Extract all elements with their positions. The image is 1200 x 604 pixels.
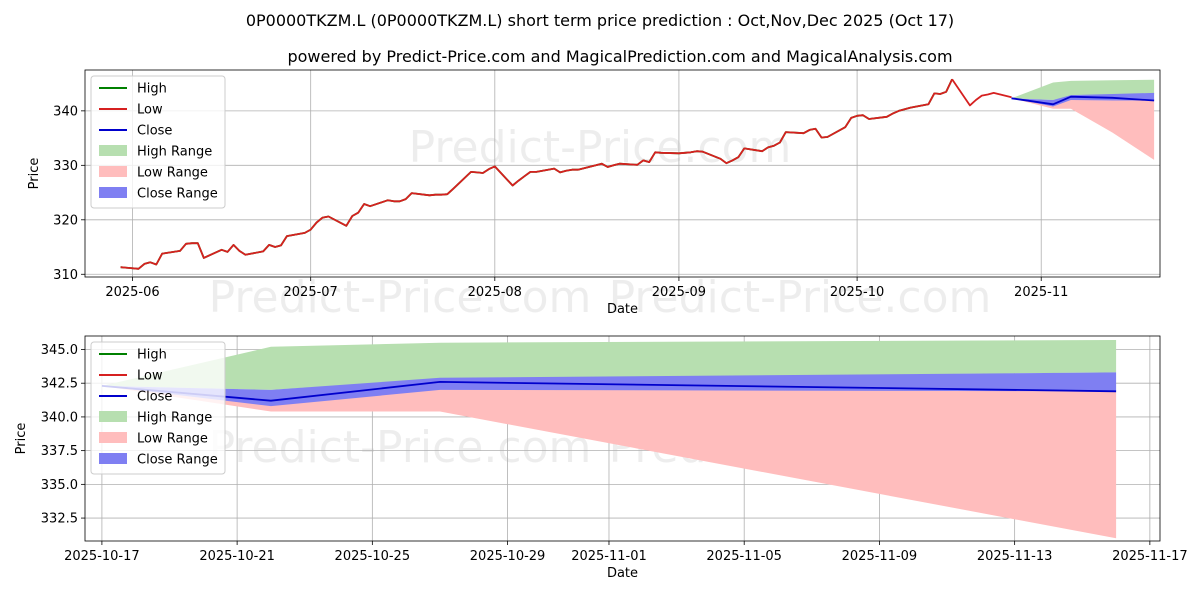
p2-x-tick-label: 2025-10-17 <box>64 549 140 564</box>
p2-legend-low-range-swatch <box>99 432 127 443</box>
p1-y-axis-label: Price <box>27 158 42 190</box>
p1-x-tick-label: 2025-10 <box>830 285 884 300</box>
p2-legend-low-range-label: Low Range <box>137 432 208 447</box>
p2-x-tick-label: 2025-10-21 <box>199 549 275 564</box>
p1-y-tick-label: 330 <box>53 159 78 174</box>
p2-y-tick-label: 337.5 <box>41 444 78 459</box>
p1-close-forecast-line <box>1011 95 1155 106</box>
p2-watermark-0: Predict-Price.com <box>209 422 592 473</box>
p1-x-tick-label: 2025-06 <box>105 285 159 300</box>
p2-y-tick-label: 345.0 <box>41 343 78 358</box>
p2-legend-high-range-swatch <box>99 411 127 422</box>
p1-watermark-1: Predict-Price.com <box>209 272 592 323</box>
p1-legend-close-range-swatch <box>99 187 127 198</box>
p1-legend-high-range-label: High Range <box>137 145 212 160</box>
p1-low-series-line <box>120 78 953 270</box>
p2-x-tick-label: 2025-11-05 <box>706 549 782 564</box>
p1-low-series-tail <box>951 78 1012 107</box>
p1-plot-background <box>85 70 1160 277</box>
p2-low-range-band <box>101 381 1117 539</box>
p1-plot-area <box>120 78 1155 270</box>
p1-x-tick-label: 2025-07 <box>284 285 338 300</box>
p2-x-tick-label: 2025-11-17 <box>1112 549 1188 564</box>
p1-y-tick-label: 320 <box>53 213 78 228</box>
p2-plot-frame <box>84 335 1161 542</box>
p2-x-tick-label: 2025-10-29 <box>470 549 546 564</box>
p1-watermark-2: Predict-Price.com <box>609 272 992 323</box>
p2-x-tick-label: 2025-11-09 <box>842 549 918 564</box>
p2-legend-low-label: Low <box>137 369 163 384</box>
p1-y-tick-label: 310 <box>53 268 78 283</box>
p1-x-axis-label: Date <box>607 302 638 317</box>
p2-y-tick-label: 342.5 <box>41 377 78 392</box>
bottom-panel: Predict-Price.comPredict-Price.com2025-1… <box>14 335 1188 581</box>
p2-y-tick-label: 332.5 <box>41 512 78 527</box>
p1-legend-close-range-label: Close Range <box>137 187 218 202</box>
p2-legend-high-label: High <box>137 348 167 363</box>
p1-legend-high-range-swatch <box>99 145 127 156</box>
p2-x-tick-label: 2025-11-13 <box>977 549 1053 564</box>
p2-legend-close-range-swatch <box>99 453 127 464</box>
p2-legend-close-range-label: Close Range <box>137 453 218 468</box>
p2-y-tick-label: 335.0 <box>41 478 78 493</box>
p2-x-tick-label: 2025-11-01 <box>571 549 647 564</box>
p1-x-tick-label: 2025-08 <box>468 285 522 300</box>
p2-close-range-band <box>101 372 1117 407</box>
p1-legend-low-range-label: Low Range <box>137 166 208 181</box>
p2-high-range-band <box>101 340 1117 390</box>
p1-plot-frame <box>84 69 1161 278</box>
p2-x-axis-label: Date <box>607 566 638 581</box>
p2-legend-high-range-label: High Range <box>137 411 212 426</box>
chart-subtitle: powered by Predict-Price.com and Magical… <box>287 47 952 66</box>
p1-legend-low-range-swatch <box>99 166 127 177</box>
p2-legend: High Low Close High Range Low Range Close Ran… <box>90 341 226 475</box>
p2-y-axis-label: Price <box>14 423 29 455</box>
p1-x-tick-label: 2025-11 <box>1014 285 1068 300</box>
p1-x-tick-label: 2025-09 <box>652 285 706 300</box>
p1-y-tick-label: 340 <box>53 104 78 119</box>
p1-low-range-band <box>1011 98 1155 160</box>
p1-legend-low-label: Low <box>137 103 163 118</box>
p2-x-tick-label: 2025-10-25 <box>335 549 411 564</box>
p2-y-tick-label: 340.0 <box>41 410 78 425</box>
p1-legend-close-label: Close <box>137 124 172 139</box>
chart-title: 0P0000TKZM.L (0P0000TKZM.L) short term p… <box>246 11 954 30</box>
p2-legend-close-label: Close <box>137 390 172 405</box>
p1-legend-high-label: High <box>137 82 167 97</box>
p1-legend: High Low Close High Range Low Range Close Ran… <box>90 75 226 209</box>
